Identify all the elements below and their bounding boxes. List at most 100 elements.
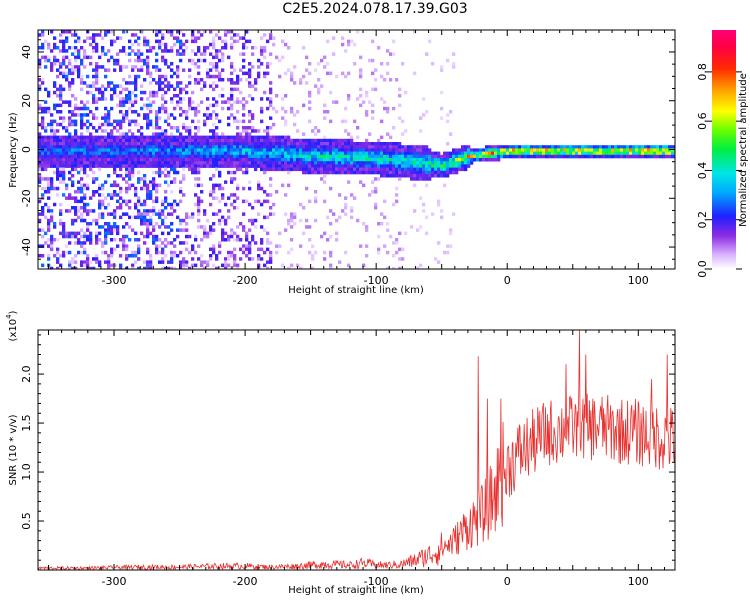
spectrogram-cell xyxy=(59,231,63,236)
spectrogram-cell xyxy=(83,247,87,252)
spectrogram-cell xyxy=(266,247,270,252)
spectrogram-cell xyxy=(80,138,84,143)
spectrogram-cell xyxy=(149,119,153,124)
spectrogram-cell xyxy=(146,228,150,232)
spectrogram-cell xyxy=(371,148,375,152)
spectrogram-cell xyxy=(149,46,153,50)
spectrogram-cell xyxy=(425,174,429,178)
spectrogram-cell xyxy=(101,36,105,40)
spectrogram-cell xyxy=(263,46,267,50)
spectrogram-cell xyxy=(65,126,69,130)
spectrogram-cell xyxy=(569,151,573,156)
spectrogram-cell xyxy=(50,161,54,165)
spectrogram-cell xyxy=(296,148,300,152)
spectrogram-cell xyxy=(239,142,243,146)
spectrogram-cell xyxy=(455,164,459,168)
spectrogram-cell xyxy=(113,238,117,242)
spectrogram-cell xyxy=(290,154,294,159)
spectrogram-cell xyxy=(74,231,78,236)
spectrogram-cell xyxy=(152,151,156,156)
spectrogram-cell xyxy=(602,154,606,159)
spectrogram-cell xyxy=(323,110,327,114)
spectrogram-cell xyxy=(164,142,168,146)
spectrogram-cell xyxy=(74,138,78,143)
spectrogram-cell xyxy=(473,158,477,162)
spectrogram-cell xyxy=(269,164,273,168)
spectrogram-cell xyxy=(170,148,174,152)
spectrogram-cell xyxy=(50,247,54,252)
spectrogram-cell xyxy=(104,164,108,168)
spectrogram-cell xyxy=(254,148,258,152)
spectrogram-cell xyxy=(71,257,75,261)
spectrogram-cell xyxy=(401,145,405,149)
spectrogram-cell xyxy=(260,148,264,152)
spectrogram-cell xyxy=(290,247,294,252)
spectrogram-cell xyxy=(407,164,411,168)
spectrogram-cell xyxy=(188,129,192,133)
spectrogram-cell xyxy=(122,87,126,92)
spectrogram-cell xyxy=(431,170,435,175)
spectrogram-cell xyxy=(71,138,75,143)
spectrogram-cell xyxy=(377,145,381,149)
spectrogram-cell xyxy=(320,151,324,156)
spectrogram-cell xyxy=(143,42,147,47)
spectrogram-cell xyxy=(188,58,192,63)
spectrogram-cell xyxy=(212,132,216,136)
spectrogram-cell xyxy=(83,55,87,60)
spectrogram-cell xyxy=(65,161,69,165)
spectrogram-cell xyxy=(410,174,414,178)
spectrogram-cell xyxy=(104,138,108,143)
spectrogram-cell xyxy=(80,62,84,66)
spectrogram-cell xyxy=(179,135,183,140)
spectrogram-cell xyxy=(86,126,90,130)
spectrogram-cell xyxy=(449,231,453,236)
spectrogram-cell xyxy=(65,244,69,248)
spectrogram-cell xyxy=(371,161,375,165)
spectrogram-cell xyxy=(137,129,141,133)
spectrogram-cell xyxy=(320,145,324,149)
spectrogram-cell xyxy=(404,161,408,165)
spectrogram-cell xyxy=(182,161,186,165)
spectrogram-cell xyxy=(161,49,165,53)
spectrogram-cell xyxy=(383,100,387,104)
spectrogram-cell xyxy=(440,65,444,69)
spectrogram-cell xyxy=(38,161,42,165)
spectrogram-cell xyxy=(485,151,489,156)
spectrogram-cell xyxy=(59,167,63,172)
spectrogram-cell xyxy=(146,186,150,191)
spectrogram-cell xyxy=(83,145,87,149)
spectrogram-cell xyxy=(155,199,159,204)
spectrogram-cell xyxy=(74,260,78,264)
spectrogram-cell xyxy=(116,228,120,232)
spectrogram-cell xyxy=(431,174,435,178)
spectrogram-cell xyxy=(152,142,156,146)
spectrogram-cell xyxy=(101,158,105,162)
spectrogram-cell xyxy=(71,68,75,72)
spectrogram-cell xyxy=(176,65,180,69)
spectrogram-cell xyxy=(179,186,183,191)
spectrogram-cell xyxy=(176,215,180,220)
spectrogram-cell xyxy=(593,154,597,159)
spectrogram-cell xyxy=(422,145,426,149)
spectrogram-cell xyxy=(446,164,450,168)
spectrogram-cell xyxy=(56,170,60,175)
spectrogram-cell xyxy=(236,81,240,85)
spectrogram-cell xyxy=(209,177,213,181)
spectrogram-cell xyxy=(191,39,195,44)
spectrogram-cell xyxy=(158,74,162,79)
spectrogram-cell xyxy=(173,209,177,213)
spectrogram-cell xyxy=(176,84,180,88)
spectrogram-cell xyxy=(50,119,54,124)
spectrogram-cell xyxy=(230,228,234,232)
spectrogram-cell xyxy=(176,158,180,162)
spectrogram-cell xyxy=(44,148,48,152)
spectrogram-cell xyxy=(251,154,255,159)
spectrogram-cell xyxy=(236,158,240,162)
spectrogram-cell xyxy=(353,119,357,124)
spectrogram-cell xyxy=(164,266,168,269)
spectrogram-cell xyxy=(431,212,435,216)
spectrogram-cell xyxy=(272,142,276,146)
spectrogram-cell xyxy=(329,254,333,258)
spectrogram-cell xyxy=(599,151,603,156)
spectrogram-cell xyxy=(83,81,87,85)
